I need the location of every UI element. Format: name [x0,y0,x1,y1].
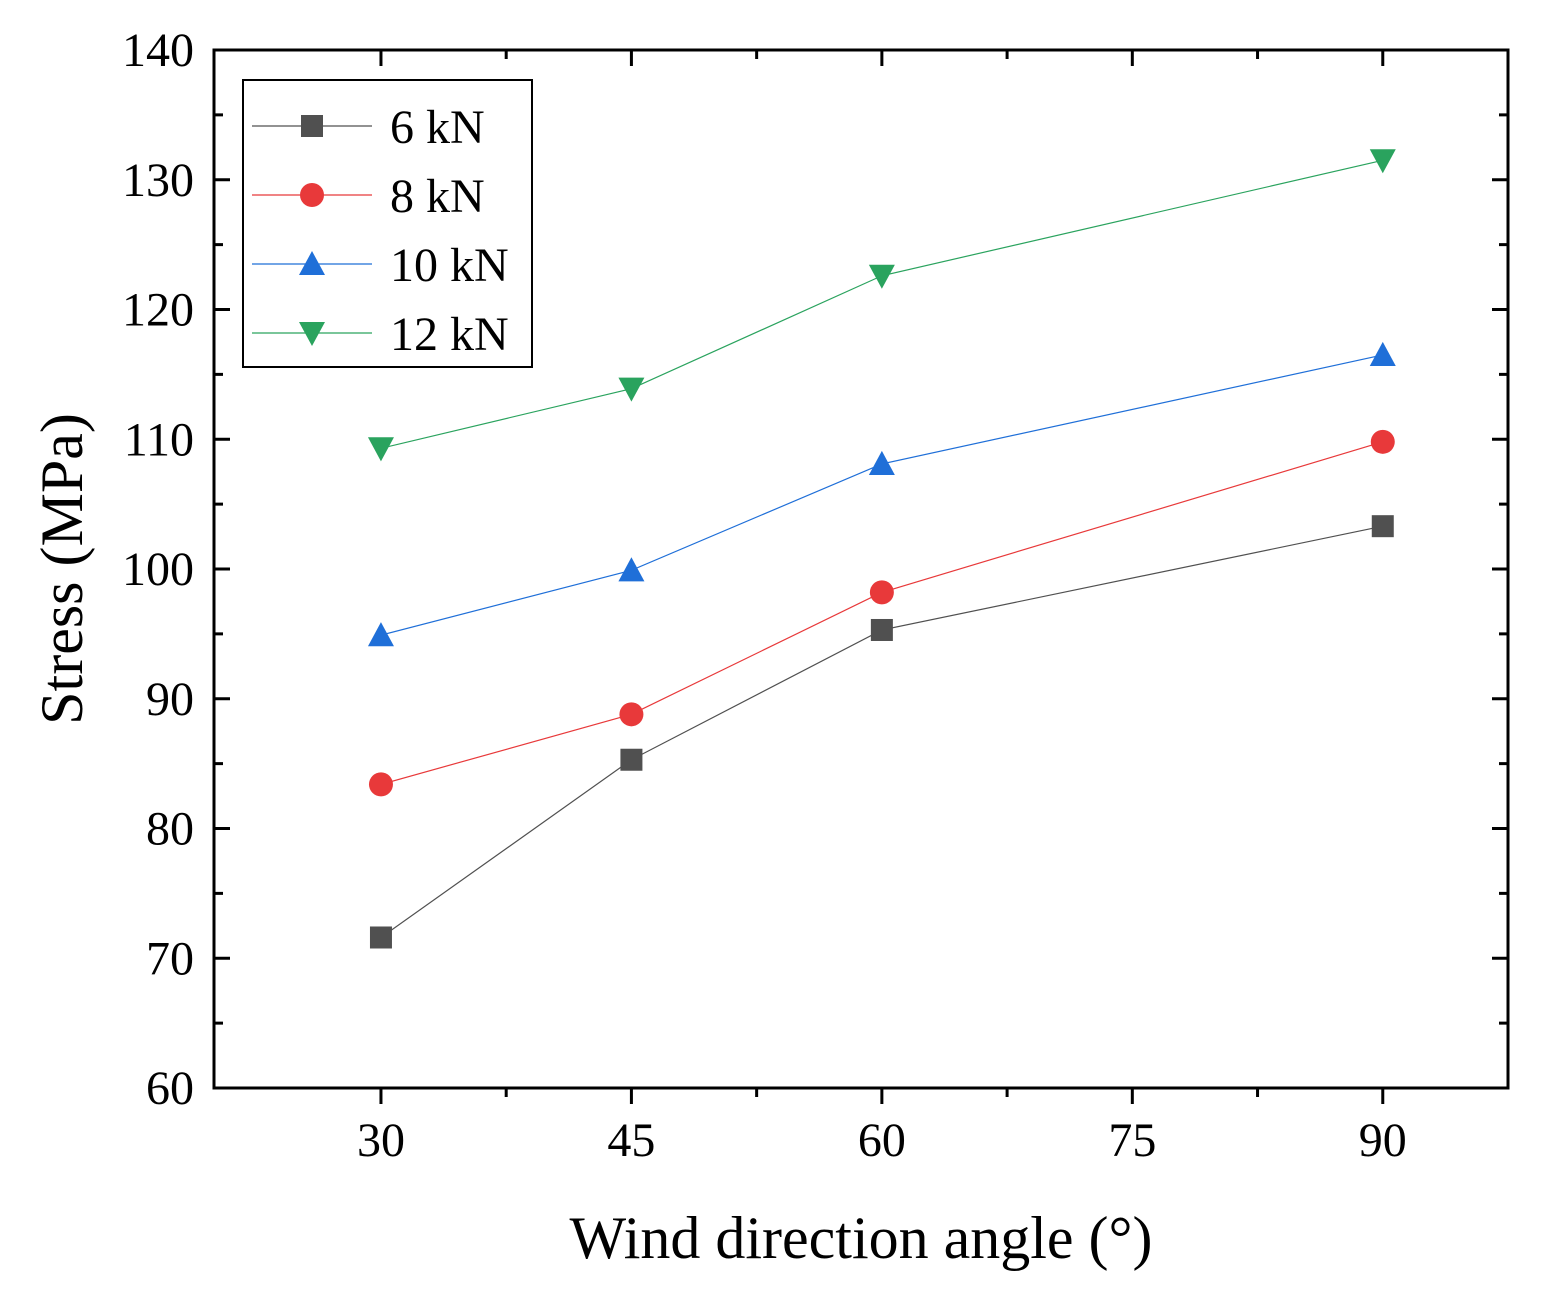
legend-item: 6 kN [252,101,485,154]
legend-item: 10 kN [252,239,509,292]
y-tick-label: 90 [146,673,194,726]
legend-box [242,79,533,368]
x-tick-label: 45 [607,1114,655,1167]
data-point [369,926,392,949]
series-line [380,354,1383,636]
data-point [868,264,895,289]
data-point [870,618,893,641]
legend-label: 12 kN [390,308,509,361]
data-point [619,702,644,727]
x-tick-label: 75 [1108,1114,1156,1167]
legend-marker [300,183,324,207]
y-tick-label: 70 [146,932,194,985]
data-point [620,748,643,771]
data-point [1370,429,1395,454]
data-point [1369,149,1396,174]
x-tick-label: 60 [858,1114,906,1167]
series-12-kn [367,149,1396,462]
x-tick-label: 90 [1359,1114,1407,1167]
data-point [1371,515,1394,538]
data-point [367,622,394,647]
y-tick-label: 140 [122,24,194,77]
y-tick-label: 120 [122,284,194,337]
legend-label: 8 kN [390,170,485,223]
series-line [380,159,1383,449]
legend-marker [299,251,325,276]
legend: 6 kN 8 kN 10 kN 12 kN [242,79,533,368]
y-tick-label: 100 [122,543,194,596]
series-8-kn [368,429,1395,797]
data-point [618,377,645,402]
legend-item: 8 kN [252,170,485,223]
y-tick-label: 80 [146,803,194,856]
y-tick-labels: 60 70 80 90 100 110 120 130 140 [122,24,194,1115]
data-point [618,557,645,582]
series-10-kn [367,341,1396,647]
legend-marker [301,115,323,137]
legend-label: 10 kN [390,239,509,292]
legend-marker [299,321,325,346]
x-axis-title: Wind direction angle (°) [569,1205,1152,1271]
data-point [367,437,394,462]
data-point [368,772,393,797]
x-tick-labels: 30 45 60 75 90 [357,1114,1407,1167]
series-layer [367,149,1396,949]
data-point [1369,341,1396,366]
plot-frame [212,48,1510,1090]
y-tick-label: 60 [146,1062,194,1115]
series-6-kn [369,515,1394,949]
series-line [380,525,1383,938]
series-line [380,441,1383,785]
x-tick-label: 30 [357,1114,405,1167]
data-point [868,450,895,475]
data-point [869,580,894,605]
y-tick-label: 110 [124,413,194,466]
legend-label: 6 kN [390,101,485,154]
y-tick-label: 130 [122,154,194,207]
y-axis-title: Stress (MPa) [29,413,95,725]
legend-item: 12 kN [252,308,509,361]
